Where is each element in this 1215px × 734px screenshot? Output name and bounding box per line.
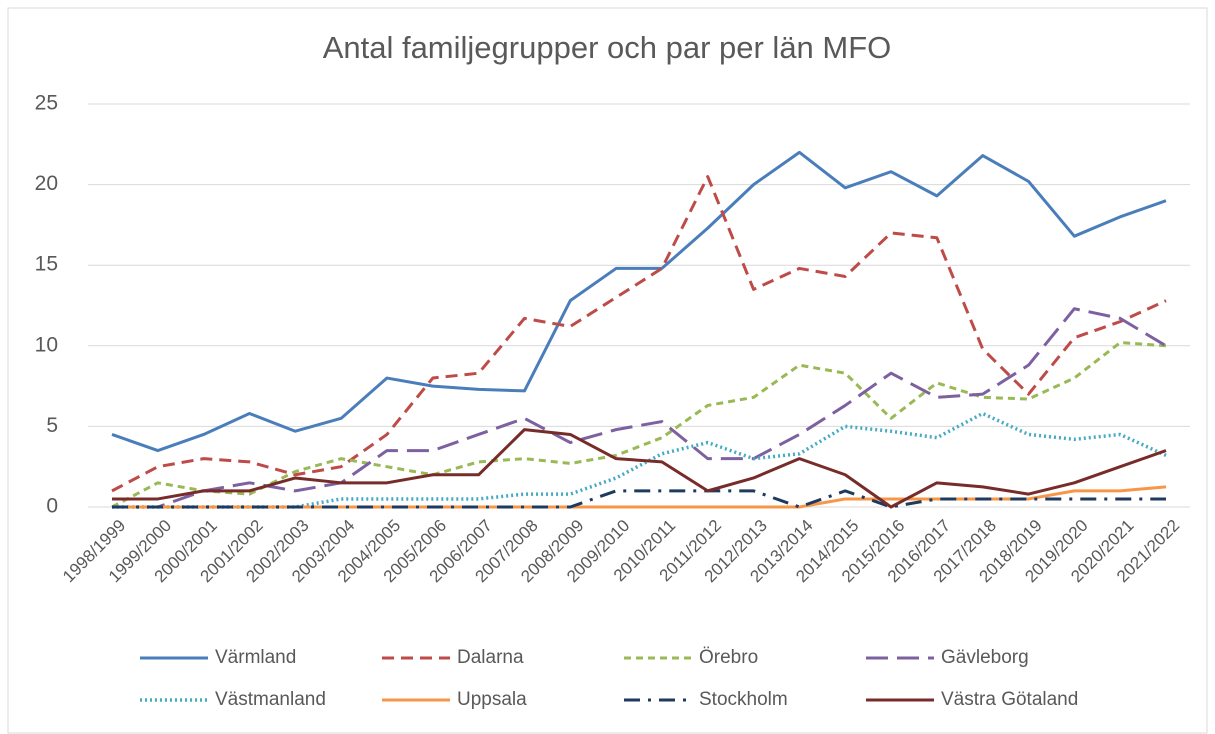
legend-label: Örebro xyxy=(699,647,758,668)
legend-label: Västra Götaland xyxy=(941,689,1078,710)
y-tick-label: 0 xyxy=(46,495,58,518)
chart-title: Antal familjegrupper och par per län MFO xyxy=(323,30,892,65)
y-tick-label: 20 xyxy=(35,172,58,195)
chart-frame xyxy=(7,7,1208,734)
legend-label: Uppsala xyxy=(457,689,527,710)
series-line xyxy=(112,428,1167,509)
legend-label: Stockholm xyxy=(699,689,788,710)
legend-label: Värmland xyxy=(215,647,296,668)
series-line xyxy=(111,150,1167,453)
legend-label: Västmanland xyxy=(215,689,326,710)
series-line xyxy=(112,489,1166,509)
legend-label: Gävleborg xyxy=(941,647,1029,668)
series-line xyxy=(111,175,1167,493)
y-tick-label: 10 xyxy=(35,333,58,356)
y-tick-label: 15 xyxy=(35,253,58,276)
y-tick-label: 5 xyxy=(46,414,58,437)
legend-label: Dalarna xyxy=(457,647,524,668)
series-line xyxy=(111,341,1167,509)
y-tick-label: 25 xyxy=(35,92,58,115)
